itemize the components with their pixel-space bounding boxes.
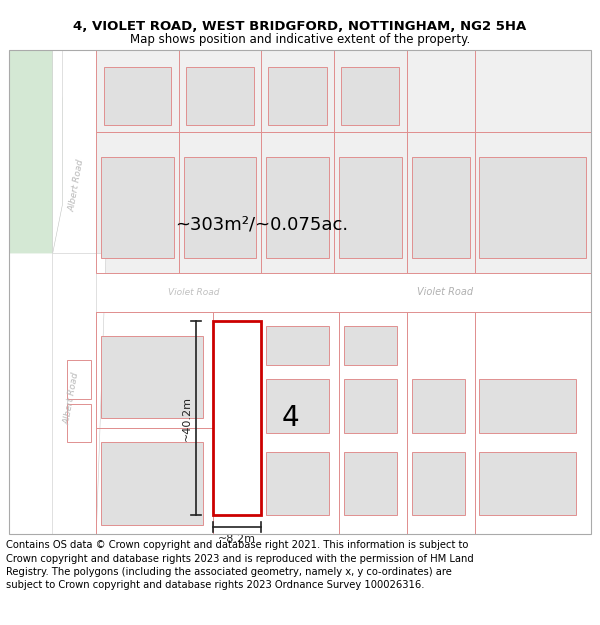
Bar bbox=[266, 156, 329, 258]
Bar bbox=[266, 326, 329, 365]
Bar bbox=[179, 50, 261, 132]
Bar bbox=[334, 50, 407, 132]
Text: Contains OS data © Crown copyright and database right 2021. This information is : Contains OS data © Crown copyright and d… bbox=[6, 541, 474, 590]
Bar bbox=[96, 50, 179, 132]
Polygon shape bbox=[53, 254, 106, 534]
Bar bbox=[407, 311, 475, 534]
Text: Albert Road: Albert Road bbox=[63, 372, 81, 426]
Bar bbox=[101, 442, 203, 525]
Bar bbox=[479, 379, 577, 432]
Bar bbox=[186, 67, 254, 125]
Bar bbox=[179, 132, 261, 272]
Bar bbox=[261, 132, 334, 272]
Bar bbox=[184, 156, 256, 258]
Bar bbox=[475, 311, 591, 534]
Bar bbox=[412, 156, 470, 258]
Bar bbox=[96, 311, 212, 534]
Bar bbox=[101, 156, 174, 258]
Bar bbox=[334, 132, 407, 272]
Bar bbox=[407, 132, 475, 272]
Bar bbox=[344, 379, 397, 432]
Bar bbox=[412, 379, 465, 432]
Bar bbox=[341, 67, 400, 125]
Bar bbox=[67, 360, 91, 399]
Bar bbox=[212, 311, 339, 534]
Polygon shape bbox=[9, 50, 62, 254]
Bar bbox=[212, 321, 261, 515]
Bar bbox=[96, 132, 179, 272]
Bar bbox=[101, 336, 203, 418]
Text: Violet Road: Violet Road bbox=[418, 288, 473, 297]
Bar bbox=[344, 452, 397, 515]
Bar bbox=[412, 452, 465, 515]
Bar bbox=[344, 326, 397, 365]
Text: Albert Road: Albert Road bbox=[68, 159, 86, 212]
Bar bbox=[479, 452, 577, 515]
Polygon shape bbox=[53, 50, 62, 254]
Bar bbox=[479, 156, 586, 258]
Text: ~303m²/~0.075ac.: ~303m²/~0.075ac. bbox=[175, 216, 348, 233]
Bar bbox=[268, 67, 326, 125]
Text: ~8.2m: ~8.2m bbox=[218, 534, 256, 544]
Bar bbox=[261, 50, 334, 132]
Text: Violet Road: Violet Road bbox=[167, 288, 219, 297]
Bar bbox=[266, 452, 329, 515]
Bar bbox=[67, 404, 91, 442]
Bar bbox=[96, 272, 591, 311]
Bar bbox=[407, 50, 475, 132]
Bar bbox=[266, 379, 329, 432]
Text: 4, VIOLET ROAD, WEST BRIDGFORD, NOTTINGHAM, NG2 5HA: 4, VIOLET ROAD, WEST BRIDGFORD, NOTTINGH… bbox=[73, 20, 527, 33]
Text: 4: 4 bbox=[281, 404, 299, 432]
Bar bbox=[339, 311, 407, 534]
Bar bbox=[475, 50, 591, 132]
Bar bbox=[96, 428, 212, 534]
Bar bbox=[339, 156, 402, 258]
Text: Map shows position and indicative extent of the property.: Map shows position and indicative extent… bbox=[130, 32, 470, 46]
Bar bbox=[96, 311, 212, 428]
Bar bbox=[96, 50, 591, 272]
Text: ~40.2m: ~40.2m bbox=[182, 396, 192, 441]
Bar bbox=[475, 132, 591, 272]
Bar bbox=[104, 67, 172, 125]
